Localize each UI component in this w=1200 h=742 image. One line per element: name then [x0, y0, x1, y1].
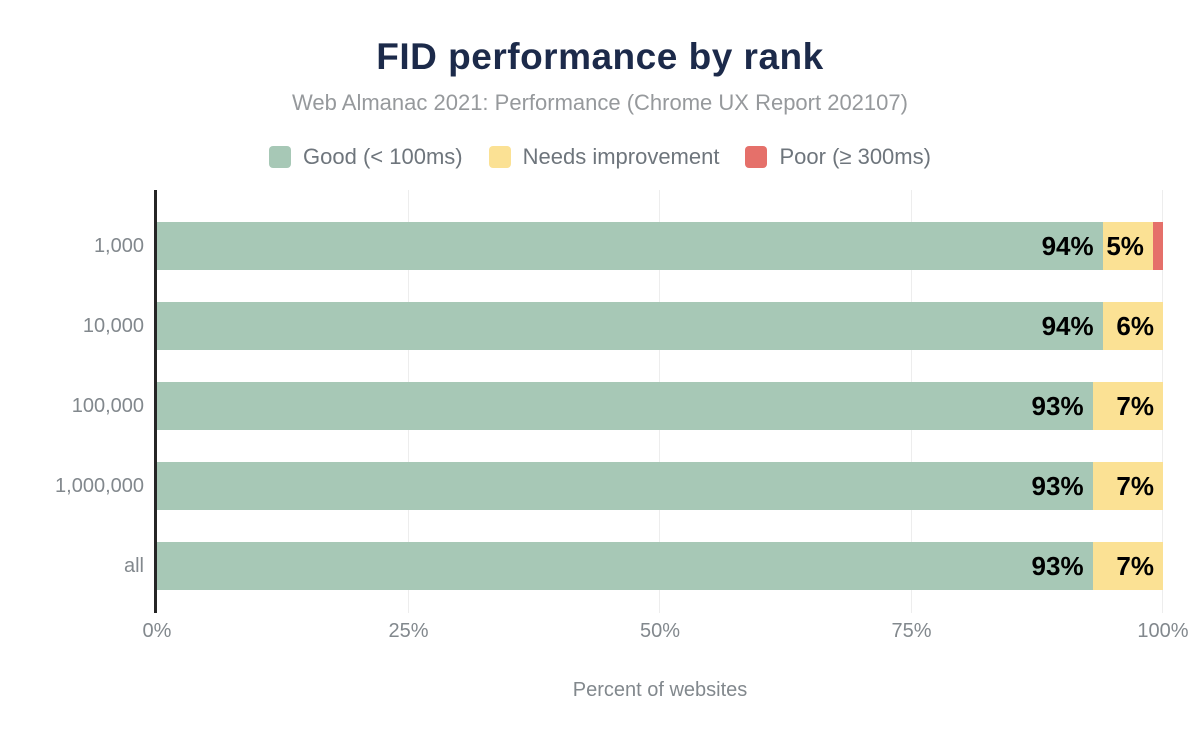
chart-subtitle: Web Almanac 2021: Performance (Chrome UX… — [292, 90, 908, 115]
y-axis-label: all — [123, 555, 144, 577]
bar-value-label: 93% — [1031, 390, 1084, 421]
x-tick-25: 25% — [388, 620, 429, 642]
bar-segment-needs-improvement: 5% — [1102, 222, 1153, 270]
bar-segment-needs-improvement: 7% — [1092, 462, 1163, 510]
legend-item-needs-improvement: Needs improvement — [488, 144, 720, 170]
bar-value-label: 7% — [1116, 390, 1154, 421]
bar-segment-good: 94% — [157, 302, 1103, 350]
x-tick-100: 100% — [1137, 620, 1189, 642]
bar-value-label: 93% — [1031, 550, 1084, 581]
y-axis-label: 1,000,000 — [55, 475, 144, 497]
bar-segment-good: 93% — [157, 382, 1093, 430]
legend-swatch-needs-improvement — [488, 146, 511, 168]
bar-value-label: 93% — [1031, 470, 1084, 501]
bar-row-1: 94% 5% — [157, 222, 1163, 270]
y-axis-label: 1,000 — [93, 235, 144, 257]
bar-value-label: 7% — [1116, 550, 1154, 581]
legend-swatch-poor — [745, 146, 768, 168]
x-axis-title: Percent of websites — [572, 679, 748, 701]
chart-title: FID performance by rank — [376, 36, 824, 77]
bar-segment-good: 93% — [157, 462, 1093, 510]
bar-row-2: 94% 6% — [157, 302, 1163, 350]
plot-area: 94% 5% 94% 6% 93% 7% 93% 7% 93% 7% — [154, 190, 1163, 614]
legend-item-poor: Poor (≥ 300ms) — [745, 144, 931, 170]
y-axis-label: 100,000 — [71, 395, 144, 417]
legend-label-needs-improvement: Needs improvement — [522, 144, 720, 169]
bar-value-label: 7% — [1116, 470, 1154, 501]
bar-segment-good: 94% — [157, 222, 1103, 270]
bar-row-5: 93% 7% — [157, 542, 1163, 590]
bar-value-label: 94% — [1041, 310, 1094, 341]
bar-segment-good: 93% — [157, 542, 1093, 590]
bar-row-4: 93% 7% — [157, 462, 1163, 510]
bar-value-label: 94% — [1041, 230, 1094, 261]
bar-value-label: 6% — [1116, 310, 1154, 341]
bar-segment-needs-improvement: 7% — [1092, 382, 1163, 430]
y-axis-label: 10,000 — [82, 315, 144, 337]
y-axis-labels: 1,000 10,000 100,000 1,000,000 all — [0, 190, 144, 614]
legend: Good (< 100ms) Needs improvement Poor (≥ 3… — [0, 144, 1200, 170]
x-tick-50: 50% — [639, 620, 681, 642]
bar-value-label: 5% — [1106, 230, 1144, 261]
bar-segment-needs-improvement: 7% — [1092, 542, 1163, 590]
bar-segment-needs-improvement: 6% — [1102, 302, 1163, 350]
x-tick-0: 0% — [142, 620, 172, 642]
legend-label-good: Good (< 100ms) — [303, 144, 463, 169]
bar-segment-poor — [1152, 222, 1163, 270]
x-axis-ticks: 0% 25% 50% 75% 100% — [143, 619, 1189, 643]
x-tick-75: 75% — [891, 620, 932, 642]
legend-item-good: Good (< 100ms) — [269, 144, 463, 170]
legend-swatch-good — [269, 146, 292, 168]
bar-row-3: 93% 7% — [157, 382, 1163, 430]
y-axis-line — [154, 190, 157, 613]
legend-label-poor: Poor (≥ 300ms) — [779, 144, 931, 169]
